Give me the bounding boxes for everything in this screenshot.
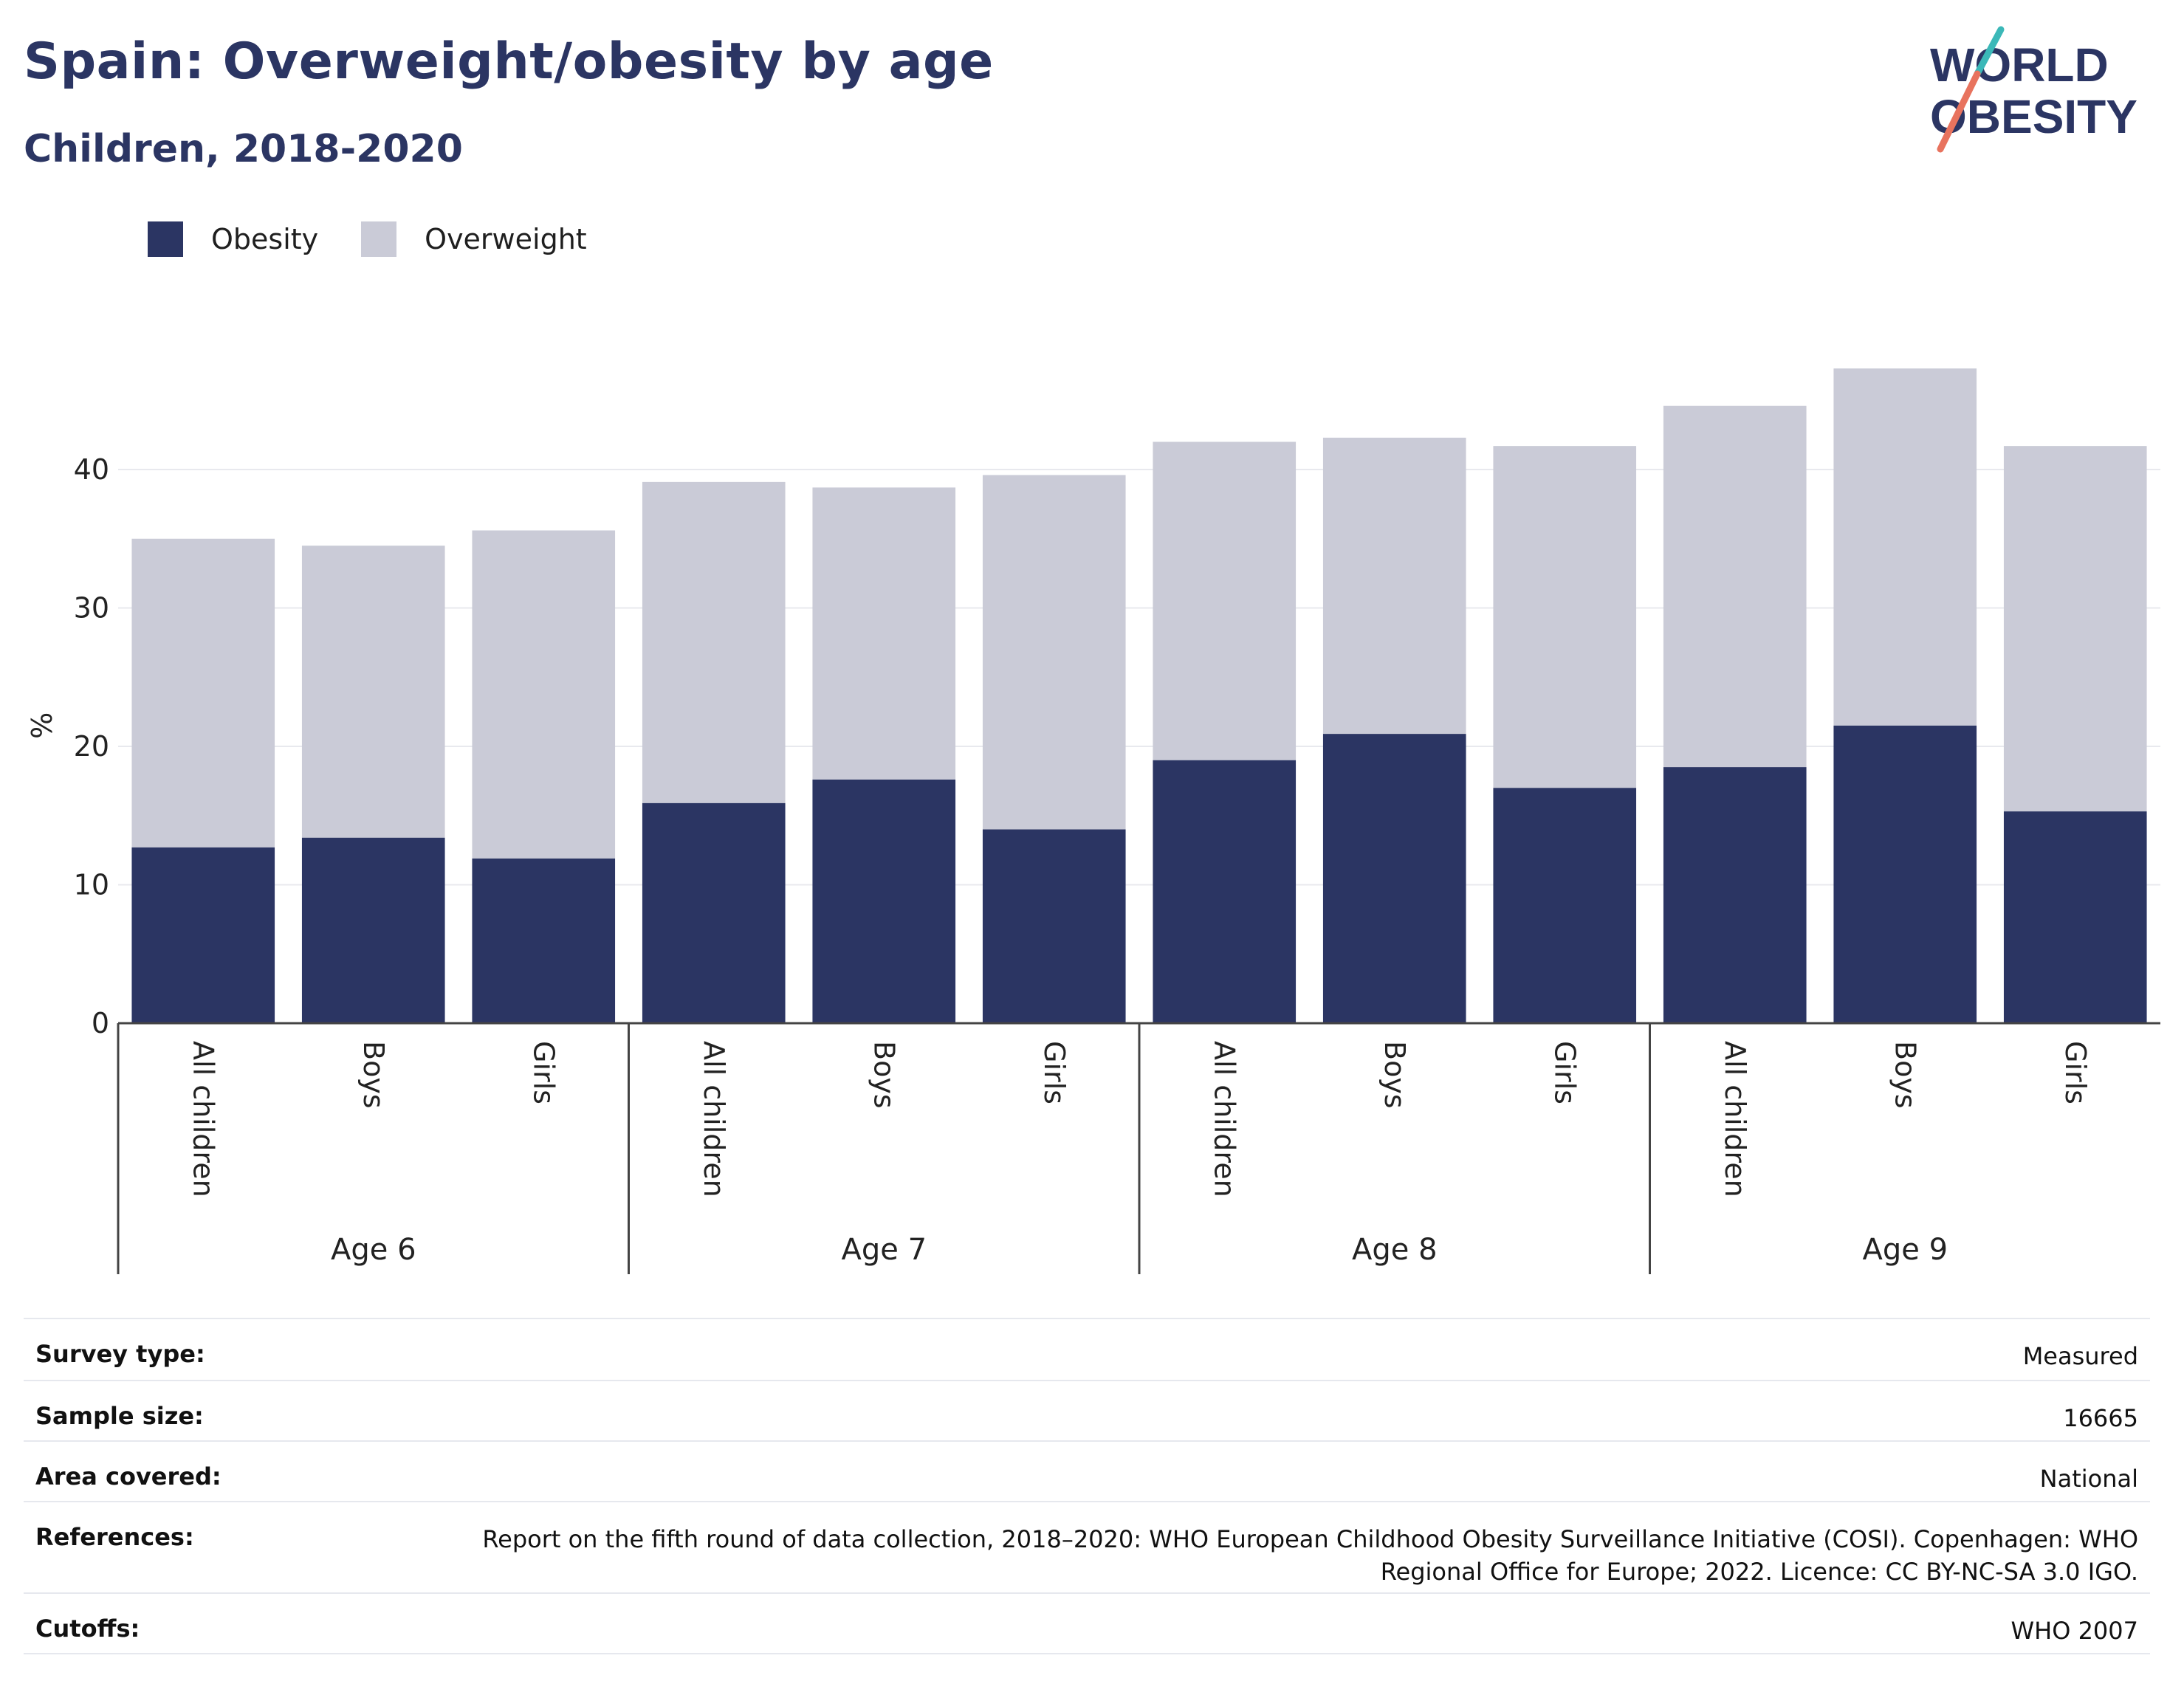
x-category-label: Girls <box>1038 1041 1071 1104</box>
x-category-label: Girls <box>1548 1041 1581 1104</box>
x-category-label: All children <box>1208 1041 1240 1197</box>
x-category-label: All children <box>698 1041 730 1197</box>
world-obesity-logo: WORLD OBESITY <box>1930 26 2137 153</box>
bar-overweight <box>982 475 1126 830</box>
x-category-label: Girls <box>527 1041 560 1104</box>
area-covered-key: Area covered: <box>35 1462 222 1491</box>
x-category-label: Boys <box>868 1041 900 1109</box>
bar-obesity <box>812 780 956 1023</box>
y-axis-label: % <box>26 712 58 739</box>
bar-obesity <box>1322 734 1466 1023</box>
survey-type-row: Survey type: Measured <box>24 1318 2150 1380</box>
bar-obesity <box>472 858 616 1023</box>
legend-item-obesity[interactable]: Obesity <box>148 221 318 257</box>
x-category-label: All children <box>187 1041 219 1197</box>
y-tick-label: 0 <box>92 1007 109 1039</box>
x-category-label: Boys <box>1378 1041 1411 1109</box>
bar-overweight <box>472 530 616 859</box>
legend-swatch-overweight <box>361 221 397 257</box>
area-covered-row: Area covered: National <box>24 1440 2150 1501</box>
y-tick-label: 10 <box>74 869 109 901</box>
logo-slash-coral <box>1937 70 1981 153</box>
bar-overweight <box>812 487 956 780</box>
bar-overweight <box>1322 437 1466 735</box>
bar-obesity <box>131 847 275 1023</box>
x-category-label: Boys <box>357 1041 390 1109</box>
logo-line1: WORLD <box>1930 38 2109 92</box>
x-group-label: Age 9 <box>1862 1233 1948 1267</box>
cutoffs-value: WHO 2007 <box>2010 1617 2139 1645</box>
bar-overweight <box>642 481 786 803</box>
bar-obesity <box>1833 725 1977 1023</box>
stacked-bar-chart: 0 10 20 30 40% All children Boys Girls All child… <box>26 368 2160 1274</box>
legend: Obesity Overweight <box>148 219 630 260</box>
cutoffs-row: Cutoffs: WHO 2007 <box>24 1592 2150 1654</box>
chart-title: Spain: Overweight/obesity by age <box>24 32 994 91</box>
bar-obesity <box>1153 760 1297 1023</box>
x-category-label: All children <box>1719 1041 1751 1197</box>
survey-type-value: Measured <box>2022 1342 2138 1370</box>
x-group-label: Age 6 <box>331 1233 416 1267</box>
legend-item-overweight[interactable]: Overweight <box>361 221 587 257</box>
bar-obesity <box>301 837 445 1023</box>
y-tick-label: 40 <box>74 453 109 486</box>
bar-overweight <box>301 546 445 838</box>
sample-size-key: Sample size: <box>35 1402 204 1430</box>
bar-obesity <box>1663 767 1807 1023</box>
x-category-label: Girls <box>2059 1041 2092 1104</box>
bar-overweight <box>2003 446 2147 812</box>
cutoffs-key: Cutoffs: <box>35 1615 140 1643</box>
bar-overweight <box>1663 405 1807 768</box>
bar-obesity <box>642 802 786 1023</box>
bar-obesity <box>982 829 1126 1023</box>
x-group-label: Age 7 <box>841 1233 927 1267</box>
x-category-label: Boys <box>1889 1041 1921 1109</box>
logo-line2: OBESITY <box>1930 90 2137 143</box>
y-tick-label: 30 <box>74 592 109 625</box>
bar-obesity <box>2003 811 2147 1023</box>
survey-info-table: Survey type: Measured Sample size: 16665… <box>24 1318 2150 1654</box>
sample-size-row: Sample size: 16665 <box>24 1380 2150 1440</box>
y-tick-label: 20 <box>74 730 109 763</box>
references-row: References: Report on the fifth round of… <box>24 1501 2150 1592</box>
bar-overweight <box>1493 446 1637 788</box>
area-covered-value: National <box>2039 1465 2138 1493</box>
legend-label-obesity: Obesity <box>211 223 319 255</box>
legend-swatch-obesity <box>148 221 183 257</box>
bar-obesity <box>1493 788 1637 1023</box>
chart-subtitle: Children, 2018-2020 <box>24 127 463 171</box>
bar-overweight <box>131 538 275 848</box>
survey-type-key: Survey type: <box>35 1340 205 1368</box>
references-key: References: <box>35 1523 194 1551</box>
sample-size-value: 16665 <box>2063 1404 2138 1432</box>
legend-label-overweight: Overweight <box>425 223 587 255</box>
logo-slash-teal <box>1974 26 2005 78</box>
references-value: Report on the fifth round of data collec… <box>482 1525 2138 1586</box>
bar-overweight <box>1833 368 1977 726</box>
bar-overweight <box>1153 441 1297 760</box>
x-group-label: Age 8 <box>1352 1233 1438 1267</box>
